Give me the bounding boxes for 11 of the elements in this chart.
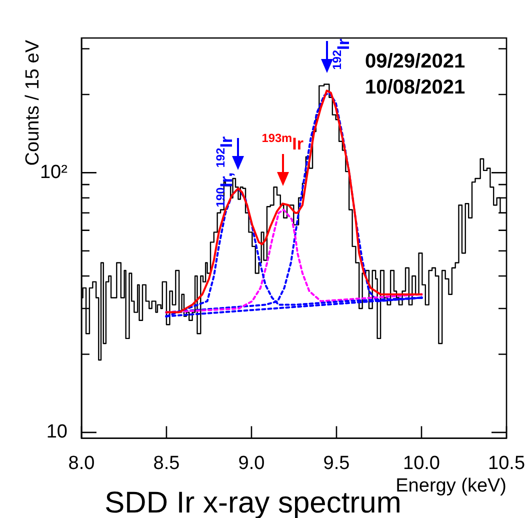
annotation: 190Ir, 192Ir: [214, 136, 236, 208]
x-tick-label: 9.0: [238, 452, 265, 474]
annotation: 10/08/2021: [365, 76, 466, 99]
annotation: 09/29/2021: [365, 50, 466, 73]
x-tick-label: 10.5: [488, 452, 525, 474]
x-tick-label: 8.0: [68, 452, 95, 474]
annotation: 192Ir: [330, 38, 353, 70]
x-tick-label: 8.5: [153, 452, 180, 474]
x-tick-label: 10.0: [403, 452, 440, 474]
y-tick-label: 10: [46, 422, 68, 443]
x-tick-label: 9.5: [323, 452, 350, 474]
